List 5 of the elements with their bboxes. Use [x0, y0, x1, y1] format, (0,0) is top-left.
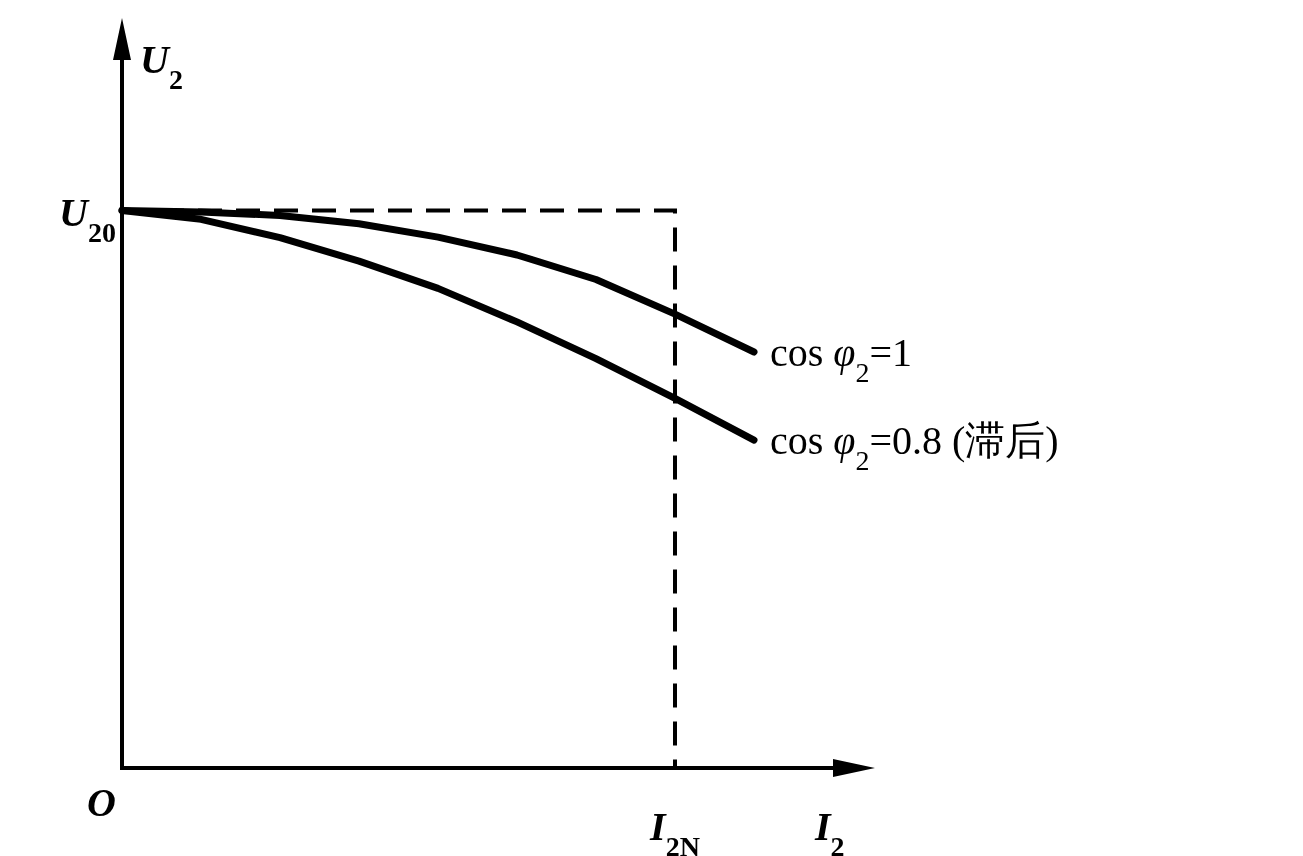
annotation: I$_{2N}$ — [650, 804, 700, 856]
xlabel: I$_{2}$ — [815, 804, 845, 856]
ylabel: U$_{2}$ — [140, 37, 183, 95]
annotation: O — [87, 780, 116, 825]
annotation: U$_{20}$ — [59, 190, 116, 248]
